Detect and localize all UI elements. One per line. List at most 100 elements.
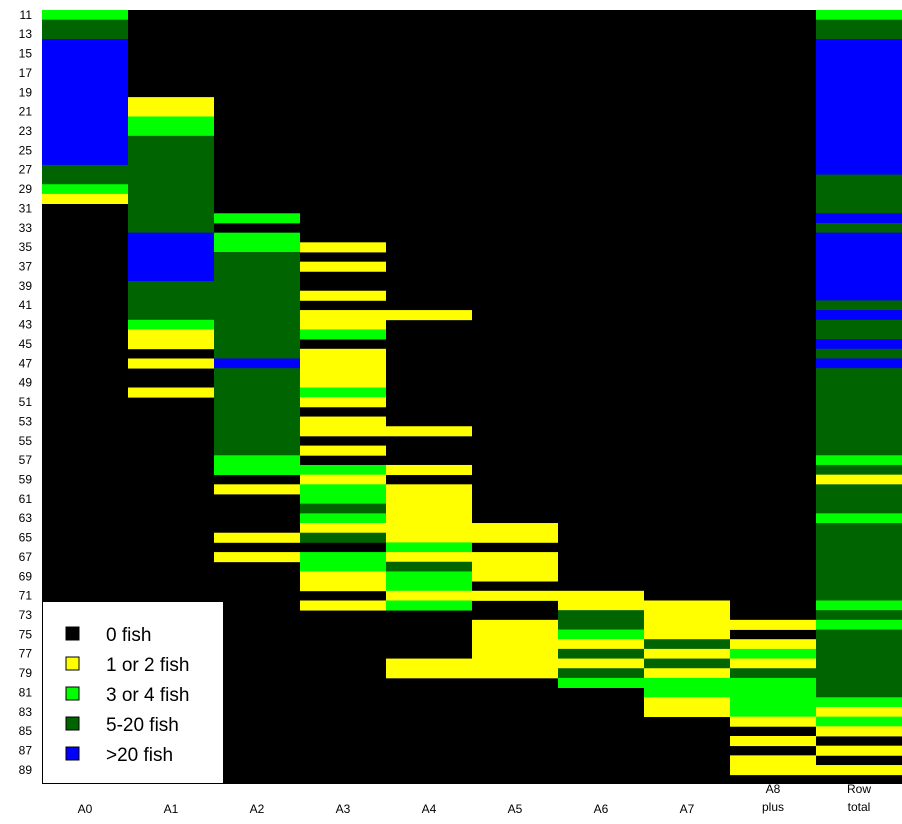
heatmap-cell-a3-44-44 <box>300 329 386 340</box>
heatmap-cell-a8-plus-84-84 <box>730 716 816 727</box>
legend-swatch-4 <box>65 746 80 761</box>
y-axis: 11 13 15 17 19 21 23 25 27 29 31 33 35 37 39 41 43 45 47 49… <box>19 8 33 777</box>
heatmap-cell-row-total-46-46 <box>816 348 902 359</box>
heatmap-cell-a6-75-75 <box>558 629 644 640</box>
y-tick-label-55: 55 <box>19 434 33 448</box>
heatmap-cell-a7-80-81 <box>644 677 730 698</box>
y-tick-label-27: 27 <box>19 163 33 177</box>
heatmap-cell-a2-36-46 <box>214 252 300 359</box>
heatmap-cell-row-total-87-87 <box>816 745 902 756</box>
heatmap-cell-a3-37-37 <box>300 261 386 272</box>
heatmap-cell-a4-71-71 <box>386 590 472 601</box>
heatmap-cell-a7-79-79 <box>644 668 730 679</box>
heatmap-cell-a3-60-61 <box>300 484 386 505</box>
x-axis: A0 A1 A2 A3 A4 A5 A6 A7 A8 plus Row total <box>78 782 872 816</box>
y-tick-label-53: 53 <box>19 414 33 428</box>
heatmap-cell-a1-43-43 <box>128 319 214 330</box>
y-tick-label-85: 85 <box>19 724 33 738</box>
heatmap-cell-a4-68-68 <box>386 561 472 572</box>
heatmap-cell-row-total-84-84 <box>816 716 902 727</box>
heatmap-cell-a1-24-33 <box>128 135 214 234</box>
y-tick-label-37: 37 <box>19 260 33 274</box>
y-tick-label-69: 69 <box>19 569 33 583</box>
heatmap-cell-a1-20-21 <box>128 97 214 117</box>
y-tick-label-25: 25 <box>19 143 33 157</box>
x-tick-label-a6: A6 <box>594 802 609 816</box>
heatmap-cell-a2-67-67 <box>214 552 300 563</box>
heatmap-cell-a3-42-43 <box>300 310 386 330</box>
heatmap-cell-row-total-48-56 <box>816 368 902 456</box>
y-tick-label-41: 41 <box>19 298 33 312</box>
heatmap-cell-a8-plus-78-78 <box>730 658 816 669</box>
x-tick-label-a2: A2 <box>250 802 265 816</box>
heatmap-cell-a3-50-50 <box>300 387 386 398</box>
heatmap-cell-row-total-58-58 <box>816 464 902 476</box>
heatmap-cell-a0-30-30 <box>42 193 128 204</box>
heatmap-cell-a4-67-67 <box>386 552 472 563</box>
y-tick-label-15: 15 <box>19 47 33 61</box>
heatmap-cell-a3-51-51 <box>300 397 386 408</box>
heatmap-cell-a8-plus-77-77 <box>730 648 816 659</box>
x-tick-label-a3: A3 <box>336 802 351 816</box>
y-tick-label-63: 63 <box>19 511 33 525</box>
y-tick-label-39: 39 <box>19 279 33 293</box>
heatmap-cell-a1-34-38 <box>128 232 214 282</box>
heatmap-cell-a8-plus-86-86 <box>730 736 816 747</box>
legend-swatch-0 <box>65 626 80 641</box>
y-tick-label-33: 33 <box>19 221 33 235</box>
heatmap-cell-a2-34-35 <box>214 232 300 253</box>
heatmap-cell-row-total-72-72 <box>816 600 902 611</box>
heatmap-cell-a3-62-62 <box>300 503 386 514</box>
y-tick-label-13: 13 <box>19 27 33 41</box>
heatmap-cell-a3-59-59 <box>300 474 386 485</box>
heatmap-cell-row-total-32-32 <box>816 213 902 224</box>
y-tick-label-43: 43 <box>19 318 33 332</box>
heatmap-cell-row-total-89-89 <box>816 765 902 776</box>
y-tick-label-61: 61 <box>19 492 33 506</box>
heatmap-cell-a2-48-56 <box>214 368 300 456</box>
heatmap-cell-a5-71-71 <box>472 590 558 601</box>
y-tick-label-87: 87 <box>19 744 33 758</box>
heatmap-cell-a5-64-65 <box>472 523 558 543</box>
heatmap-cell-a5-67-69 <box>472 552 558 582</box>
y-tick-label-89: 89 <box>19 763 33 777</box>
y-tick-label-73: 73 <box>19 608 33 622</box>
heatmap-cell-a1-50-50 <box>128 387 214 398</box>
heatmap-cell-a3-53-54 <box>300 416 386 437</box>
heatmap-cell-row-total-57-57 <box>816 455 902 466</box>
x-tick-label-a5: A5 <box>508 802 523 816</box>
y-tick-label-17: 17 <box>19 66 33 80</box>
heatmap-cell-a4-72-72 <box>386 600 472 611</box>
y-tick-label-83: 83 <box>19 705 33 719</box>
heatmap-cell-a3-64-64 <box>300 523 386 534</box>
heatmap-cell-a8-plus-88-88 <box>730 755 816 766</box>
y-tick-label-49: 49 <box>19 376 33 390</box>
heatmap-cell-row-total-41-41 <box>816 300 902 311</box>
heatmap-cell-a4-60-65 <box>386 484 472 543</box>
y-tick-label-45: 45 <box>19 337 33 351</box>
heatmap-cell-row-total-47-47 <box>816 358 902 369</box>
heatmap-cell-a7-72-75 <box>644 600 730 640</box>
heatmap-cell-a8-plus-89-89 <box>730 765 816 776</box>
heatmap-cell-a3-69-70 <box>300 571 386 592</box>
heatmap-cell-row-total-85-85 <box>816 726 902 737</box>
heatmap-cell-a3-65-65 <box>300 532 386 543</box>
heatmap-cell-a3-67-68 <box>300 552 386 572</box>
heatmap-cells <box>42 10 902 776</box>
y-tick-label-29: 29 <box>19 182 33 196</box>
y-tick-label-81: 81 <box>19 685 33 699</box>
heatmap-cell-a6-77-77 <box>558 648 644 659</box>
heatmap-cell-row-total-33-33 <box>816 222 902 234</box>
heatmap-cell-a4-54-54 <box>386 426 472 437</box>
heatmap-cell-row-total-75-81 <box>816 629 902 698</box>
heatmap-cell-a3-40-40 <box>300 290 386 301</box>
heatmap-cell-row-total-42-42 <box>816 310 902 321</box>
heatmap-cell-a6-76-76 <box>558 639 644 650</box>
heatmap-cell-a1-47-47 <box>128 358 214 369</box>
heatmap-cell-a0-11-11 <box>42 10 128 21</box>
y-tick-label-47: 47 <box>19 356 33 370</box>
legend-swatch-3 <box>65 716 80 731</box>
heatmap-cell-a8-plus-74-74 <box>730 619 816 630</box>
y-tick-label-77: 77 <box>19 647 33 661</box>
